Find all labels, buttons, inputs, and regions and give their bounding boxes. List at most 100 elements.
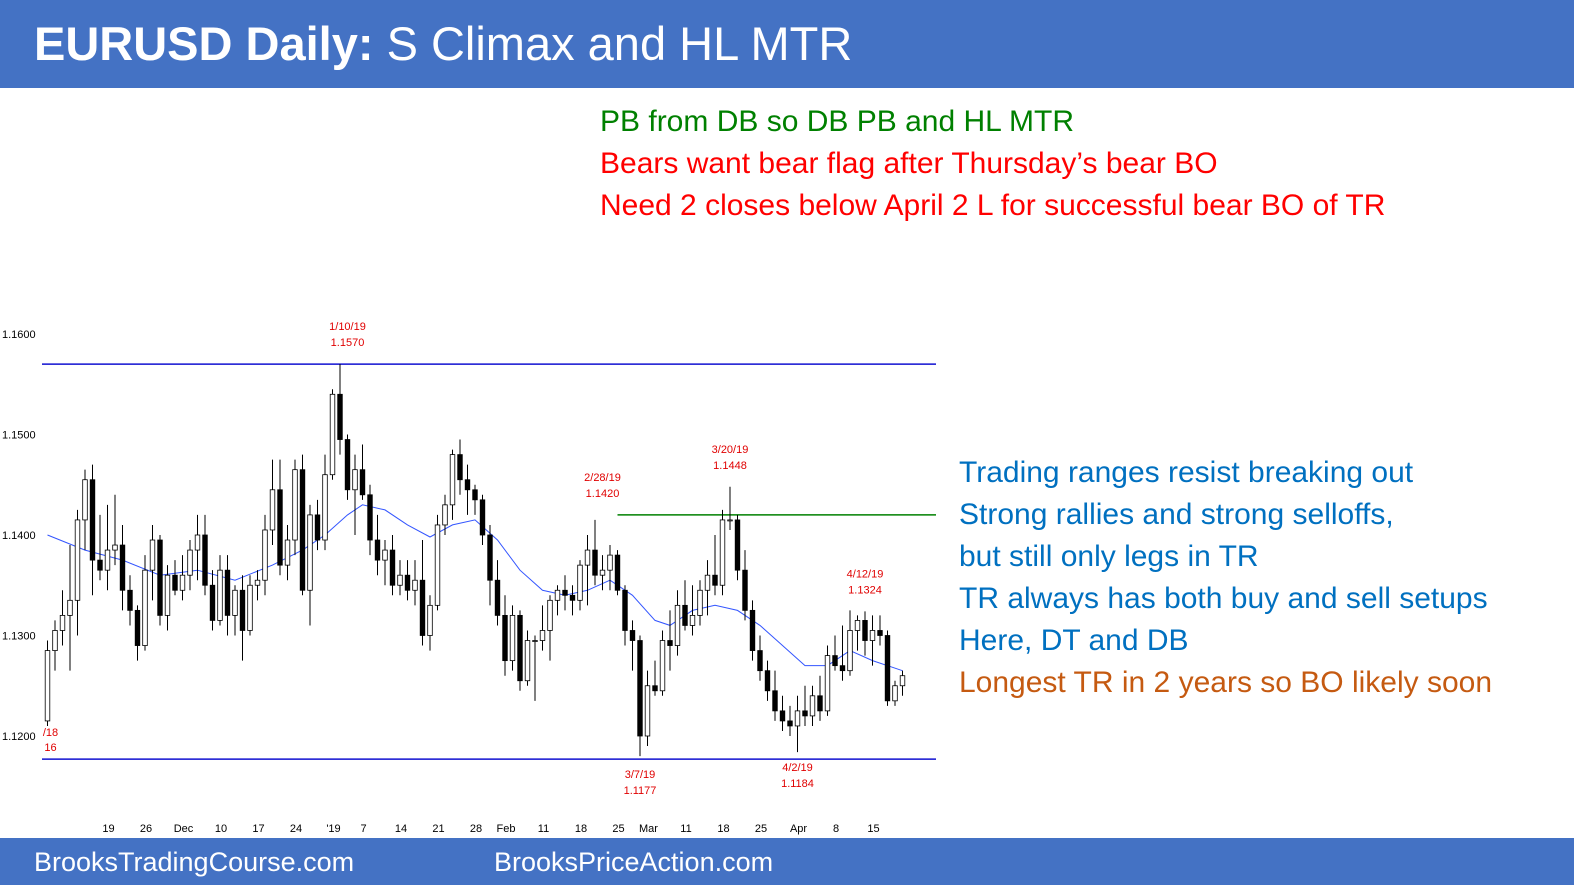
candle-body xyxy=(614,554,621,591)
candle-body xyxy=(277,489,283,566)
note-top-3: Need 2 closes below April 2 L for succes… xyxy=(600,189,1386,222)
candle-body xyxy=(607,554,613,571)
candle-body xyxy=(292,469,298,541)
candle-body xyxy=(644,685,651,737)
candle-body xyxy=(689,614,696,626)
candle-body xyxy=(734,519,741,571)
note-right-3: but still only legs in TR xyxy=(959,540,1259,573)
candle-body xyxy=(854,620,861,631)
x-tick-label: 10 xyxy=(215,823,227,835)
note-right-6: Longest TR in 2 years so BO likely soon xyxy=(959,666,1493,699)
candle-body xyxy=(52,630,58,651)
candle-body xyxy=(757,650,763,672)
x-tick-label: Mar xyxy=(639,823,658,835)
candle-body xyxy=(164,574,171,616)
candle-body xyxy=(112,544,118,551)
candle-body xyxy=(374,539,381,561)
note-right-2: Strong rallies and strong selloffs, xyxy=(959,498,1394,531)
x-tick-label: 26 xyxy=(140,823,152,835)
candle-body xyxy=(344,439,351,491)
header-banner: EURUSD Daily: S Climax and HL MTR xyxy=(0,0,1574,88)
candle-body xyxy=(322,474,328,541)
y-tick-label: 1.1400 xyxy=(2,530,36,542)
candle-body xyxy=(397,574,403,586)
candle-body xyxy=(794,710,801,727)
candle-body xyxy=(67,599,73,616)
page-title: EURUSD Daily: S Climax and HL MTR xyxy=(34,16,852,72)
candle-body xyxy=(539,630,546,641)
candle-body xyxy=(142,569,148,646)
footer-site-left[interactable]: BrooksTradingCourse.com xyxy=(34,847,355,877)
candlestick-chart: 1.1600 1.1500 1.1400 1.1300 1.1200 19 26 Dec 10 1… xyxy=(2,321,936,835)
candle-body xyxy=(697,589,703,616)
candle-body xyxy=(359,469,366,496)
x-tick-label: 28 xyxy=(470,823,482,835)
note-right-1: Trading ranges resist breaking out xyxy=(959,456,1414,489)
annotation-date: 4/12/19 xyxy=(847,568,884,580)
candle-body xyxy=(434,524,441,606)
candle-body xyxy=(742,569,748,611)
annotation-date: 2/28/19 xyxy=(584,472,621,484)
x-tick-label: 11 xyxy=(538,823,549,835)
annotation-value: 1.1324 xyxy=(848,584,882,596)
candle-body xyxy=(637,640,643,737)
candle-body xyxy=(314,514,321,541)
candle-body xyxy=(719,519,726,586)
candle-body xyxy=(862,620,868,641)
candle-body xyxy=(127,589,133,611)
candle-body xyxy=(442,504,448,526)
candle-body xyxy=(599,569,606,576)
candle-body xyxy=(209,584,216,621)
candle-body xyxy=(569,594,576,601)
candle-body xyxy=(247,584,253,631)
x-tick-label: 18 xyxy=(717,823,729,835)
candle-body xyxy=(532,640,538,642)
candle-body xyxy=(704,574,711,591)
candle-body xyxy=(869,630,876,641)
candle-body xyxy=(682,604,688,626)
candle-body xyxy=(764,670,771,692)
annotation-value: 1.1420 xyxy=(586,488,620,500)
footer-site-right[interactable]: BrooksPriceAction.com xyxy=(494,847,774,877)
candle-body xyxy=(577,564,583,601)
x-tick-label: 21 xyxy=(432,823,444,835)
candle-body xyxy=(172,574,178,591)
x-tick-label: Apr xyxy=(790,823,807,835)
candle-body xyxy=(134,609,141,646)
candle-body xyxy=(389,549,396,586)
candle-body xyxy=(847,630,853,672)
note-right-5: Here, DT and DB xyxy=(959,624,1189,657)
candle-body xyxy=(464,479,471,491)
annotation-value: 1.1570 xyxy=(331,337,365,349)
candle-body xyxy=(299,469,306,591)
candle-body xyxy=(554,589,561,601)
candle-body xyxy=(824,655,831,712)
candle-body xyxy=(419,579,426,636)
x-tick-label: Feb xyxy=(497,823,516,835)
candle-body xyxy=(494,579,501,616)
x-tick-label: 18 xyxy=(575,823,587,835)
candle-body xyxy=(884,635,891,702)
annotation-date: 3/7/19 xyxy=(625,769,656,781)
title-bold: EURUSD Daily: xyxy=(34,17,374,70)
candle-body xyxy=(524,640,531,682)
y-tick-label: 1.1600 xyxy=(2,329,36,341)
note-top-2: Bears want bear flag after Thursday’s be… xyxy=(600,147,1218,180)
candle-body xyxy=(832,655,838,667)
x-tick-label: '19 xyxy=(326,823,340,835)
candle-body xyxy=(404,574,411,591)
candle-body xyxy=(727,519,733,522)
annotation-date: /18 xyxy=(43,727,58,739)
note-top-1: PB from DB so DB PB and HL MTR xyxy=(600,105,1075,138)
x-tick-label: 14 xyxy=(395,823,407,835)
candle-body xyxy=(652,685,658,692)
candle-body xyxy=(382,549,388,561)
x-tick-label: 8 xyxy=(833,823,839,835)
annotation-value: 1.1177 xyxy=(624,785,657,797)
candle-body xyxy=(622,589,628,631)
candle-body xyxy=(82,479,88,521)
candle-body xyxy=(179,574,186,591)
candle-body xyxy=(59,614,66,631)
title-rest: S Climax and HL MTR xyxy=(386,17,853,70)
footer-banner: BrooksTradingCourse.com BrooksPriceActio… xyxy=(0,838,1574,885)
